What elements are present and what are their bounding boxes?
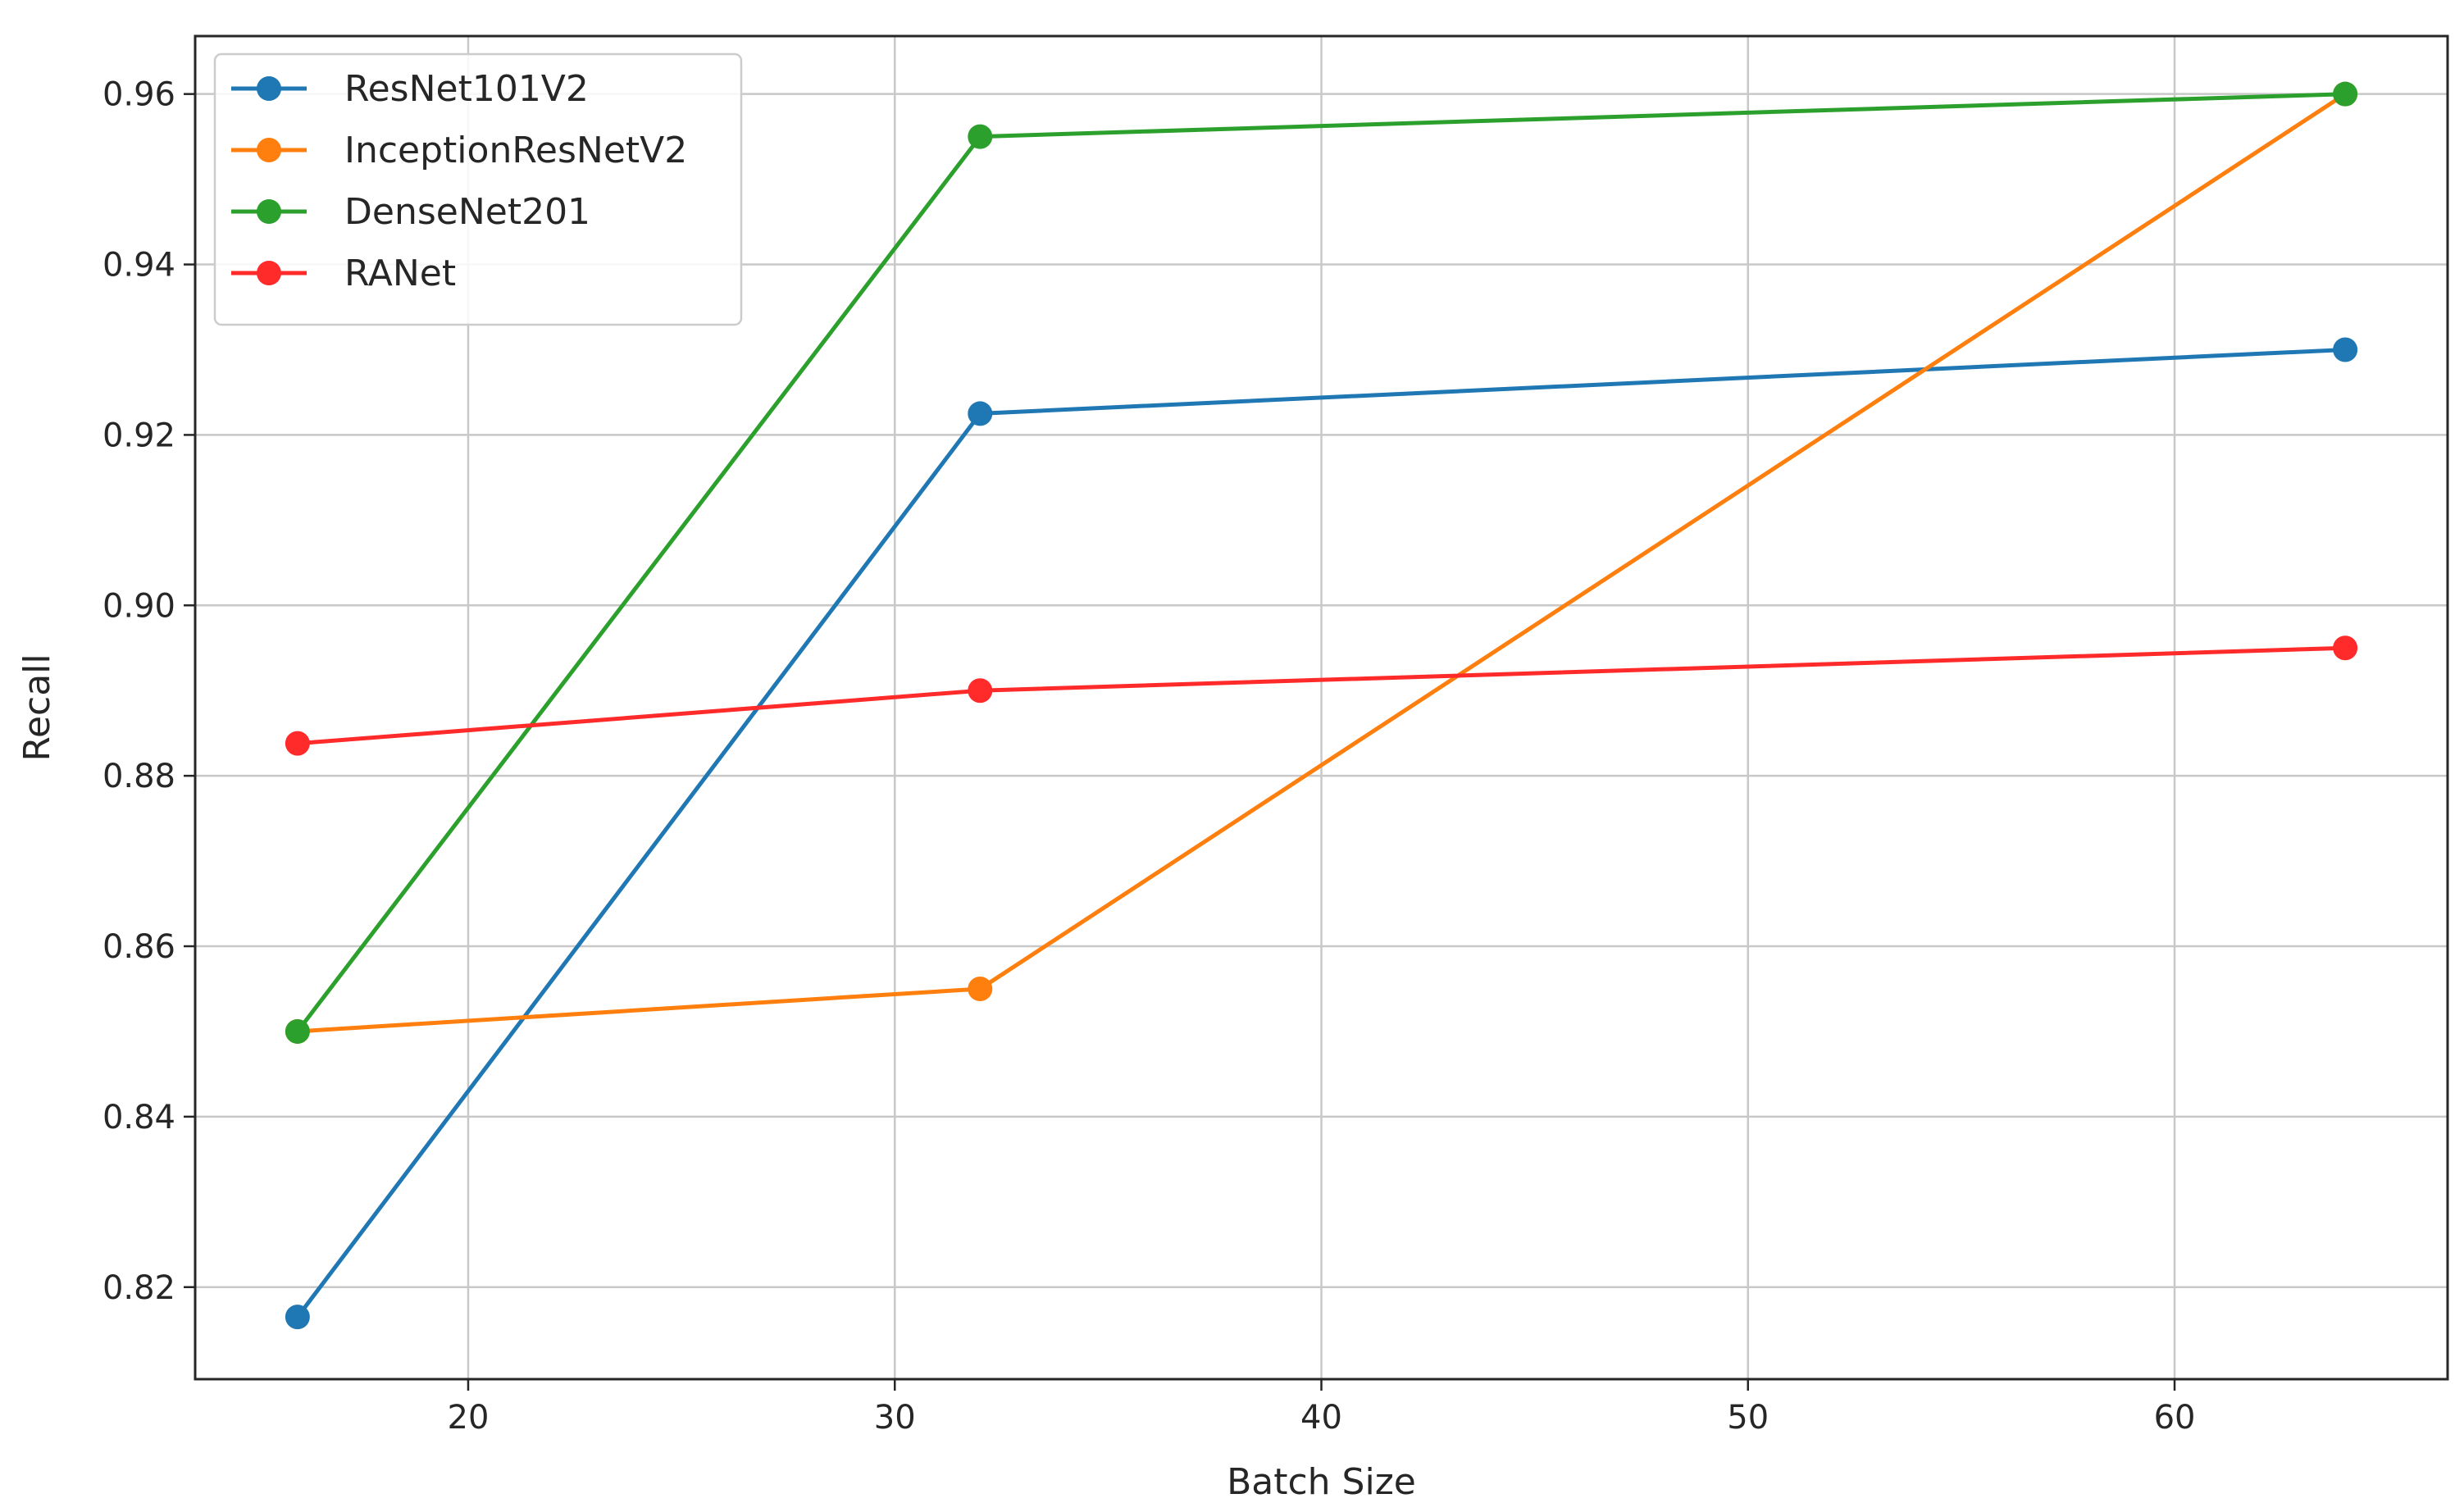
legend-marker bbox=[257, 199, 281, 224]
legend-item: ResNet101V2 bbox=[231, 68, 589, 110]
legend-label: InceptionResNetV2 bbox=[344, 130, 687, 171]
y-tick-label: 0.88 bbox=[102, 758, 175, 795]
legend-marker bbox=[257, 76, 281, 101]
legend-label: RANet bbox=[344, 253, 456, 294]
y-tick-label: 0.84 bbox=[102, 1099, 175, 1136]
data-point bbox=[2333, 337, 2358, 362]
y-tick-label: 0.90 bbox=[102, 587, 175, 625]
x-tick-label: 30 bbox=[874, 1399, 916, 1437]
legend-item: DenseNet201 bbox=[231, 191, 590, 233]
grid bbox=[195, 36, 2448, 1379]
data-point bbox=[968, 124, 993, 149]
series-layer bbox=[285, 81, 2358, 1330]
data-point bbox=[968, 401, 993, 426]
y-tick-label: 0.92 bbox=[102, 417, 175, 454]
legend-marker bbox=[257, 261, 281, 285]
series-ranet bbox=[285, 635, 2358, 756]
legend-marker bbox=[257, 138, 281, 162]
data-point bbox=[285, 1305, 310, 1330]
legend-item: RANet bbox=[231, 253, 456, 294]
data-point bbox=[285, 1018, 310, 1044]
y-tick-label: 0.96 bbox=[102, 76, 175, 114]
legend-frame bbox=[213, 52, 743, 326]
series-densenet201 bbox=[285, 81, 2358, 1044]
x-tick-label: 60 bbox=[2154, 1399, 2196, 1437]
x-axis-ticks: 20 30 40 50 60 bbox=[448, 1379, 2196, 1437]
x-tick-label: 40 bbox=[1300, 1399, 1342, 1437]
y-tick-label: 0.82 bbox=[102, 1269, 175, 1307]
y-tick-label: 0.86 bbox=[102, 928, 175, 966]
legend-label: ResNet101V2 bbox=[344, 68, 589, 110]
legend-item: InceptionResNetV2 bbox=[231, 130, 687, 171]
legend-label: DenseNet201 bbox=[344, 191, 590, 233]
data-point bbox=[2333, 81, 2358, 107]
x-tick-label: 50 bbox=[1727, 1399, 1769, 1437]
data-point bbox=[968, 976, 993, 1001]
x-tick-label: 20 bbox=[448, 1399, 490, 1437]
legend: ResNet101V2 InceptionResNetV2 DenseNet201 R… bbox=[213, 52, 743, 326]
y-tick-label: 0.94 bbox=[102, 247, 175, 285]
x-axis-label: Batch Size bbox=[1227, 1461, 1416, 1503]
data-point bbox=[2333, 635, 2358, 661]
y-axis-label: Recall bbox=[16, 654, 58, 761]
data-point bbox=[968, 678, 993, 704]
y-axis-ticks: 0.82 0.84 0.86 0.88 0.90 0.92 0.94 0.96 bbox=[102, 76, 195, 1307]
data-point bbox=[285, 731, 310, 756]
